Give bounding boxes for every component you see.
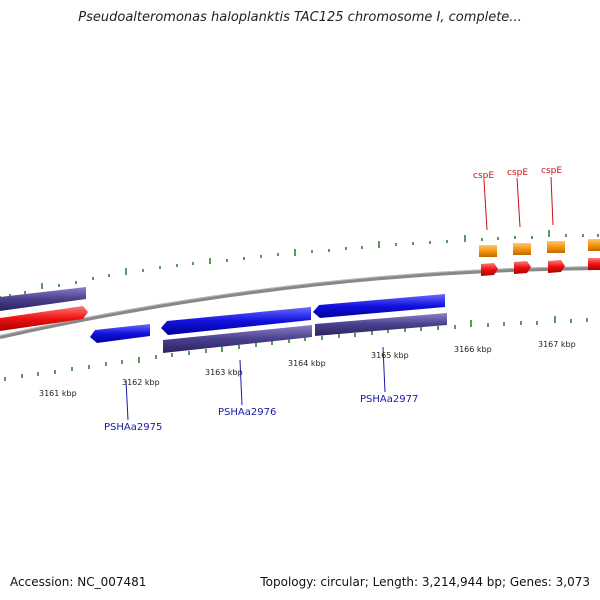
cds-feature-pshaa2977 (315, 313, 447, 336)
gene-label-pshaa2977: PSHAa2977 (360, 394, 418, 405)
scale-label-3163: 3163 kbp (205, 368, 243, 377)
map-title: Pseudoalteromonas haloplanktis TAC125 ch… (78, 10, 522, 25)
gene-pshaa2977-arrow (313, 294, 445, 318)
cspe-red-2 (514, 261, 531, 274)
gene-label-pshaa2975: PSHAa2975 (104, 422, 162, 433)
cspe-features (479, 239, 600, 276)
cspe-red-3 (548, 260, 565, 273)
cspe-orange-2 (513, 243, 531, 255)
accession-label: Accession: NC_007481 (10, 575, 147, 589)
backbone-highlight (0, 266, 600, 336)
scale-label-3162: 3162 kbp (122, 378, 160, 387)
scale-label-3165: 3165 kbp (371, 351, 409, 360)
gene-leaders (125, 346, 386, 421)
cspe-leaders (483, 176, 554, 231)
gene-pshaa2975-arrow (90, 324, 150, 343)
gene-label-pshaa2976: PSHAa2976 (218, 407, 276, 418)
gene-pshaa2976-arrow (161, 307, 311, 335)
cspe-red-4 (588, 258, 600, 270)
scale-label-3166: 3166 kbp (454, 345, 492, 354)
lower-tick-row (4, 316, 588, 381)
scale-label-3161: 3161 kbp (39, 389, 77, 398)
red-feature-left (0, 306, 88, 331)
cspe-orange-4 (588, 239, 600, 251)
cspe-label-3: cspE (541, 166, 562, 176)
cspe-red-1 (481, 263, 498, 276)
scale-label-3164: 3164 kbp (288, 359, 326, 368)
scale-label-3167: 3167 kbp (538, 340, 576, 349)
topology-summary: Topology: circular; Length: 3,214,944 bp… (260, 575, 590, 589)
cspe-orange-1 (479, 245, 497, 257)
upper-tick-row (0, 230, 599, 299)
cspe-label-2: cspE (507, 168, 528, 178)
cds-feature-left (0, 287, 86, 311)
cspe-orange-3 (547, 241, 565, 253)
cds-feature-pshaa2976 (163, 325, 312, 353)
cspe-label-1: cspE (473, 171, 494, 181)
